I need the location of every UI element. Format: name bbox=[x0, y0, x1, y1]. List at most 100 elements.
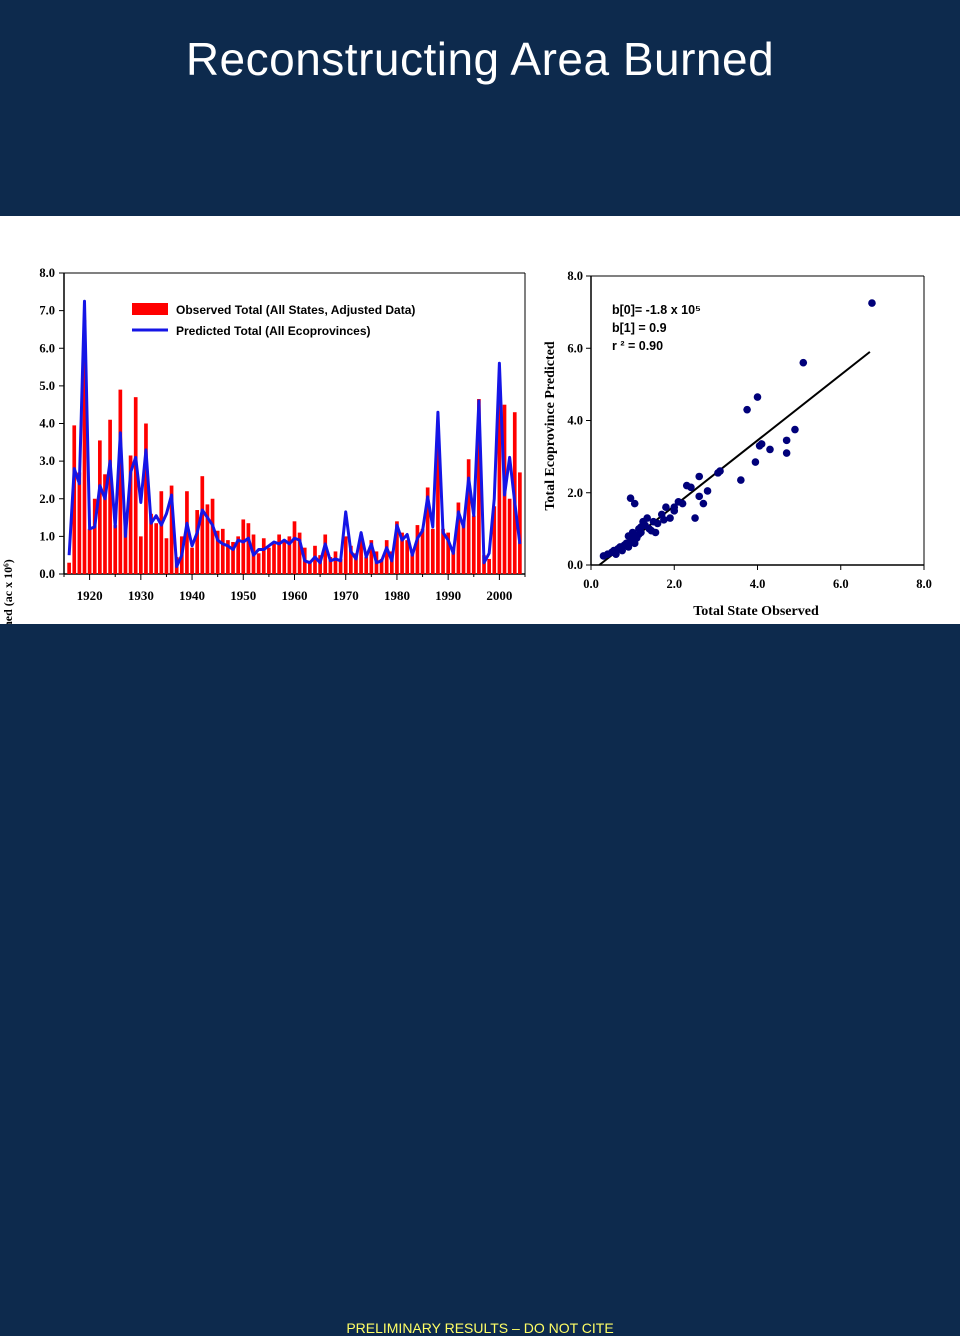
observed-bar bbox=[87, 528, 92, 574]
scatter-point bbox=[647, 526, 656, 535]
observed-bar bbox=[103, 474, 107, 574]
observed-bar bbox=[410, 551, 415, 574]
observed-bar bbox=[349, 545, 353, 574]
slide-title: Reconstructing Area Burned bbox=[185, 33, 775, 85]
y-ticks: 0.0 1.0 2.0 3.0 4.0 5.0 6.0 7.0 8.0 bbox=[39, 266, 64, 581]
observed-bar bbox=[282, 540, 287, 574]
observed-bar bbox=[328, 557, 333, 574]
observed-bar bbox=[246, 523, 251, 574]
y-tick-label: 5.0 bbox=[39, 379, 55, 393]
observed-bar bbox=[256, 553, 261, 574]
scatter-point bbox=[743, 405, 751, 414]
scatter-point bbox=[766, 445, 774, 454]
observed-bar bbox=[98, 440, 102, 574]
observed-bar bbox=[261, 538, 266, 574]
x-tick-label: 6.0 bbox=[833, 577, 849, 591]
observed-bar bbox=[272, 543, 276, 574]
observed-bar bbox=[154, 523, 159, 574]
y-tick-label: 1.0 bbox=[39, 529, 55, 543]
observed-bar bbox=[77, 472, 82, 574]
x-tick-label: 0.0 bbox=[583, 577, 599, 591]
title-band: Reconstructing Area Burned bbox=[0, 0, 960, 216]
observed-bar bbox=[379, 558, 384, 574]
legend-label-predicted: Predicted Total (All Ecoprovinces) bbox=[176, 324, 370, 338]
observed-bar bbox=[364, 557, 369, 574]
scatter-point bbox=[626, 494, 635, 502]
footer-disclaimer: PRELIMINARY RESULTS – DO NOT CITE bbox=[346, 1320, 614, 1336]
scatter-point bbox=[716, 467, 724, 475]
observed-bar bbox=[466, 459, 471, 574]
observed-bar bbox=[118, 389, 123, 574]
scatter-point bbox=[695, 472, 704, 481]
x-tick-label: 4.0 bbox=[750, 577, 766, 591]
scatter-point bbox=[635, 525, 643, 533]
y-tick-label: 8.0 bbox=[567, 269, 583, 283]
y-tick-label: 8.0 bbox=[39, 266, 55, 280]
scatter-point bbox=[678, 499, 687, 508]
x-tick-label: 1940 bbox=[179, 588, 205, 603]
x-tick-label: 1960 bbox=[282, 588, 308, 603]
observed-bar bbox=[149, 513, 153, 574]
observed-bar bbox=[241, 519, 246, 574]
scatter-point bbox=[799, 358, 808, 367]
observed-bar bbox=[195, 510, 200, 574]
stat-slope: b[1] = 0.9 bbox=[612, 321, 667, 335]
scatter-point bbox=[670, 503, 679, 512]
stat-r-squared: r ² = 0.90 bbox=[612, 339, 663, 353]
observed-bar bbox=[400, 532, 404, 574]
observed-bar bbox=[226, 540, 230, 574]
x-tick-label: 8.0 bbox=[916, 577, 932, 591]
observed-bar bbox=[128, 455, 133, 574]
observed-bar bbox=[497, 397, 502, 574]
observed-bar bbox=[471, 515, 476, 574]
scatter-point bbox=[782, 449, 791, 457]
scatter-point bbox=[751, 458, 760, 466]
observed-bar bbox=[430, 528, 435, 574]
observed-bar bbox=[482, 555, 486, 574]
observed-bar bbox=[323, 534, 328, 574]
y-tick-label: 3.0 bbox=[39, 454, 55, 468]
observed-bar bbox=[200, 476, 205, 574]
observed-bar bbox=[220, 528, 225, 574]
observed-bar bbox=[477, 399, 481, 574]
legend-label-observed: Observed Total (All States, Adjusted Dat… bbox=[176, 303, 415, 317]
observed-bar bbox=[277, 534, 281, 574]
y-tick-label: 4.0 bbox=[567, 414, 583, 428]
observed-bar bbox=[425, 487, 430, 574]
observed-bar bbox=[461, 521, 466, 574]
scatter-point bbox=[662, 503, 670, 512]
x-tick-label: 1980 bbox=[384, 588, 410, 603]
observed-bar bbox=[92, 498, 97, 574]
observed-bar bbox=[133, 397, 138, 574]
observed-bar bbox=[441, 528, 445, 574]
scatter-point bbox=[699, 499, 708, 508]
observed-vs-predicted-scatter: 0.0 2.0 4.0 6.0 8.0 0.0 2.0 4.0 6.0 8.0 Total St… bbox=[543, 269, 932, 619]
chart-panel: 0.0 1.0 2.0 3.0 4.0 5.0 6.0 7.0 8.0 1920 1930 1940… bbox=[0, 216, 960, 624]
scatter-point bbox=[643, 514, 651, 522]
scatter-point bbox=[660, 516, 668, 524]
observed-bar bbox=[507, 498, 512, 574]
scatter-point bbox=[630, 499, 639, 508]
scatter-point bbox=[753, 393, 762, 401]
observed-bar bbox=[405, 540, 410, 574]
observed-bar bbox=[190, 547, 194, 574]
scatter-points bbox=[599, 299, 876, 560]
x-tick-label: 1920 bbox=[77, 588, 103, 603]
scatter-point bbox=[695, 492, 704, 501]
scatter-point bbox=[782, 436, 791, 445]
y-tick-label: 2.0 bbox=[39, 492, 55, 506]
y-axis-title: Area Burned (ac x 10⁶) bbox=[1, 559, 15, 624]
x-tick-label: 1950 bbox=[230, 588, 256, 603]
y-ticks: 0.0 2.0 4.0 6.0 8.0 bbox=[567, 269, 591, 572]
x-ticks: 1920 1930 1940 1950 1960 1970 1980 1990 2000 bbox=[63, 574, 526, 603]
observed-bar bbox=[144, 423, 148, 574]
observed-bar bbox=[82, 320, 87, 574]
y-tick-label: 0.0 bbox=[39, 567, 55, 581]
area-burned-timeseries-chart: 0.0 1.0 2.0 3.0 4.0 5.0 6.0 7.0 8.0 1920 1930 1940… bbox=[1, 266, 526, 624]
observed-bar bbox=[287, 536, 292, 574]
legend-swatch-observed bbox=[132, 303, 168, 315]
observed-bar bbox=[313, 545, 317, 574]
observed-bar bbox=[518, 472, 522, 574]
observed-bar bbox=[169, 485, 174, 574]
observed-bar bbox=[415, 525, 420, 574]
